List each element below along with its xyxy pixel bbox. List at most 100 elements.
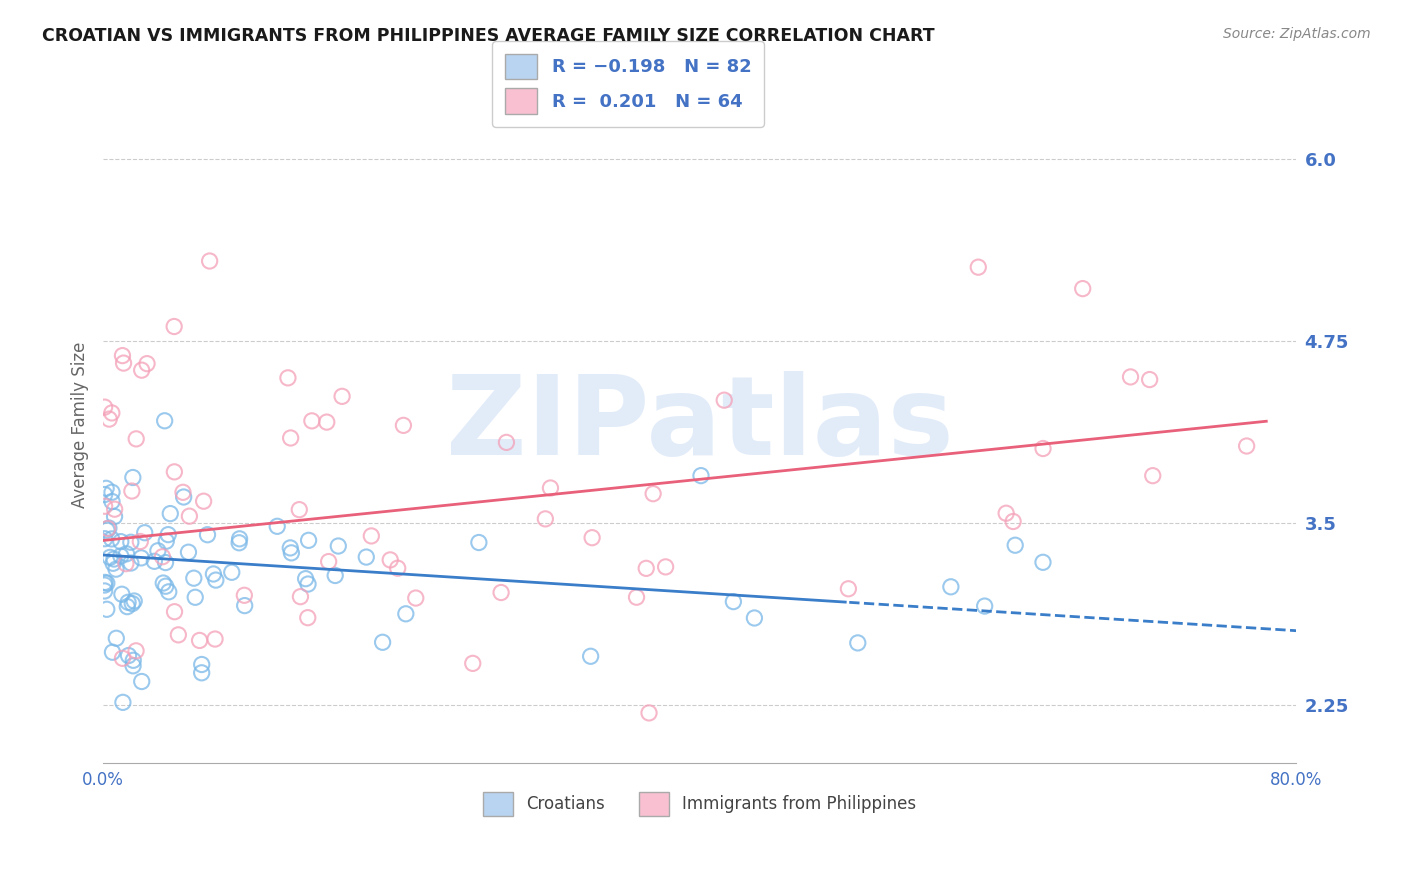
Point (167, 628, 190, 642)
Point (134, 525, 156, 540)
Text: ZIPatlas: ZIPatlas (446, 371, 953, 478)
Point (190, 665, 212, 680)
Point (315, 415, 337, 429)
Point (723, 594, 745, 608)
Point (117, 599, 139, 614)
Point (638, 706, 661, 720)
Point (288, 502, 311, 516)
Point (159, 507, 181, 521)
Point (115, 557, 138, 571)
Point (294, 572, 316, 586)
Point (172, 485, 194, 500)
Point (152, 549, 174, 564)
Point (204, 632, 226, 646)
Point (405, 591, 427, 605)
Point (93, 400, 115, 414)
Point (280, 431, 302, 445)
Point (387, 561, 409, 575)
Point (136, 357, 159, 371)
Point (1119, 370, 1142, 384)
Point (193, 494, 215, 508)
Point (356, 550, 378, 565)
Point (155, 579, 177, 593)
Point (112, 356, 135, 370)
Point (97, 521, 120, 535)
Point (395, 607, 418, 621)
Point (233, 588, 256, 602)
Point (297, 533, 319, 548)
Point (122, 658, 145, 673)
Point (94, 575, 117, 590)
Point (1236, 439, 1258, 453)
Point (643, 486, 665, 500)
Point (183, 571, 205, 585)
Point (323, 568, 346, 582)
Point (330, 389, 353, 403)
Point (121, 483, 143, 498)
Point (157, 527, 180, 541)
Point (122, 653, 145, 667)
Point (96, 576, 118, 591)
Point (155, 556, 177, 570)
Point (101, 485, 124, 500)
Point (318, 555, 340, 569)
Point (1004, 538, 1026, 552)
Point (967, 260, 990, 275)
Point (117, 648, 139, 663)
Point (626, 591, 648, 605)
Point (105, 632, 128, 646)
Point (152, 576, 174, 591)
Point (202, 566, 225, 581)
Point (177, 545, 200, 559)
Point (153, 414, 176, 428)
Point (163, 319, 186, 334)
Point (105, 562, 128, 576)
Point (1032, 555, 1054, 569)
Point (129, 534, 152, 549)
Point (143, 554, 166, 568)
Point (131, 674, 153, 689)
Point (97, 521, 120, 535)
Point (690, 468, 713, 483)
Point (163, 605, 186, 619)
Point (173, 490, 195, 504)
Point (103, 509, 125, 524)
Point (1142, 468, 1164, 483)
Point (179, 509, 201, 524)
Point (973, 599, 995, 613)
Point (101, 645, 124, 659)
Point (392, 418, 415, 433)
Point (301, 414, 323, 428)
Point (98, 412, 121, 426)
Point (534, 512, 557, 526)
Point (101, 406, 124, 420)
Point (228, 532, 250, 546)
Point (266, 519, 288, 533)
Point (837, 582, 859, 596)
Point (184, 591, 207, 605)
Point (111, 695, 134, 709)
Point (111, 587, 134, 601)
Text: CROATIAN VS IMMIGRANTS FROM PHILIPPINES AVERAGE FAMILY SIZE CORRELATION CHART: CROATIAN VS IMMIGRANTS FROM PHILIPPINES … (42, 27, 935, 45)
Point (101, 494, 124, 508)
Point (744, 611, 766, 625)
Point (280, 546, 302, 560)
Point (581, 531, 603, 545)
Point (278, 541, 301, 555)
Point (995, 506, 1018, 520)
Point (205, 573, 228, 587)
Text: Source: ZipAtlas.com: Source: ZipAtlas.com (1223, 27, 1371, 41)
Point (157, 584, 180, 599)
Point (100, 532, 122, 546)
Point (155, 534, 177, 549)
Point (939, 580, 962, 594)
Point (579, 649, 602, 664)
Point (495, 435, 517, 450)
Point (103, 552, 125, 566)
Point (540, 481, 562, 495)
Point (93, 500, 115, 514)
Point (125, 644, 148, 658)
Point (94, 481, 117, 495)
Y-axis label: Average Family Size: Average Family Size (72, 342, 89, 508)
Legend: Croatians, Immigrants from Philippines: Croatians, Immigrants from Philippines (477, 786, 922, 822)
